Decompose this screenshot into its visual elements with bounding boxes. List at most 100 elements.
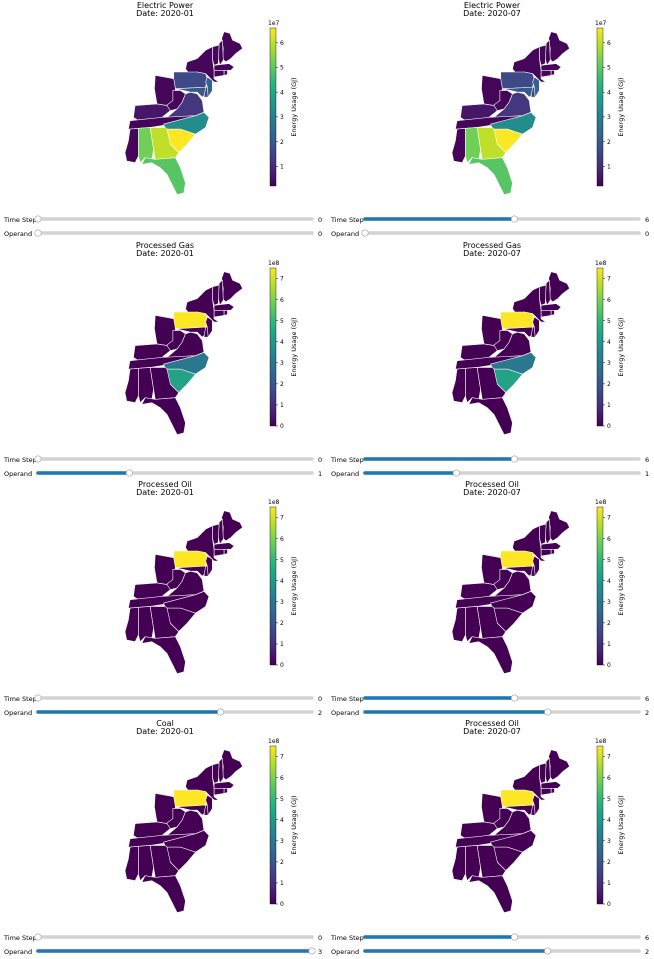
state-map — [451, 31, 570, 195]
chart-date: Date: 2020-07 — [463, 249, 521, 258]
time-step-slider-handle[interactable] — [34, 694, 42, 702]
chart-title: Coal — [156, 719, 174, 728]
operand-slider[interactable]: Operand 2 — [4, 708, 322, 717]
time-step-slider-value: 6 — [645, 216, 649, 224]
state-ky — [460, 582, 498, 601]
state-vt — [212, 523, 220, 545]
operand-slider-handle[interactable] — [544, 708, 552, 716]
state-pa — [500, 789, 535, 808]
time-step-slider-handle[interactable] — [510, 215, 518, 223]
colorbar-exponent: 1e8 — [595, 260, 607, 267]
time-step-slider-value: 0 — [318, 934, 322, 942]
operand-slider-handle[interactable] — [544, 947, 552, 955]
time-step-slider-label: Time Step — [330, 216, 364, 224]
colorbar-tick-label: 5 — [280, 796, 284, 803]
colorbar-tick-label: 2 — [607, 859, 611, 866]
colorbar-tick-label: 1 — [607, 402, 611, 409]
operand-slider[interactable]: Operand 1 — [4, 469, 322, 478]
state-ky — [133, 103, 171, 122]
operand-slider-handle[interactable] — [217, 708, 225, 716]
state-ga — [476, 127, 507, 160]
colorbar-label: Energy Usage (GJ) — [617, 556, 625, 615]
colorbar-label: Energy Usage (GJ) — [617, 795, 625, 854]
state-ct — [540, 310, 552, 318]
state-ma — [213, 781, 235, 789]
state-de — [203, 326, 209, 338]
operand-slider-handle[interactable] — [308, 947, 316, 955]
time-step-slider[interactable]: Time Step 6 — [330, 694, 649, 703]
operand-slider-label: Operand — [4, 230, 32, 238]
state-fl — [141, 875, 186, 913]
time-step-slider-handle[interactable] — [510, 933, 518, 941]
operand-slider-label: Operand — [4, 948, 32, 956]
operand-slider[interactable]: Operand 2 — [331, 708, 649, 717]
state-de — [203, 804, 209, 816]
state-pa — [500, 311, 535, 330]
time-step-slider[interactable]: Time Step 6 — [330, 933, 649, 942]
colorbar-tick-label: 5 — [280, 318, 284, 325]
colorbar-exponent: 1e8 — [595, 499, 607, 506]
state-map — [124, 749, 243, 913]
colorbar-tick-label: 6 — [607, 40, 611, 47]
state-pa — [173, 311, 208, 330]
colorbar-tick-label: 7 — [280, 515, 284, 522]
state-map — [451, 749, 570, 913]
time-step-slider-handle[interactable] — [510, 694, 518, 702]
chart-title: Processed Oil — [465, 480, 519, 489]
state-fl — [468, 397, 513, 435]
operand-slider-handle[interactable] — [34, 229, 42, 237]
operand-slider-handle[interactable] — [361, 229, 369, 237]
time-step-slider-label: Time Step — [330, 456, 364, 464]
colorbar-tick-label: 7 — [280, 754, 284, 761]
state-ga — [476, 845, 507, 878]
time-step-slider[interactable]: Time Step 0 — [3, 933, 322, 942]
time-step-slider-handle[interactable] — [34, 455, 42, 463]
time-step-slider[interactable]: Time Step 6 — [330, 455, 649, 464]
colorbar-tick-label: 1 — [280, 641, 284, 648]
colorbar-label: Energy Usage (GJ) — [617, 77, 625, 136]
colorbar-tick-label: 4 — [280, 89, 284, 96]
colorbar: 1e8 0 1 2 3 4 5 6 7 Energy Usage (GJ) — [268, 738, 298, 908]
operand-slider-value: 3 — [318, 948, 322, 956]
time-step-slider-handle[interactable] — [510, 455, 518, 463]
time-step-slider[interactable]: Time Step 6 — [330, 215, 649, 224]
state-ga — [149, 845, 180, 878]
time-step-slider[interactable]: Time Step 0 — [3, 455, 322, 464]
chart-date: Date: 2020-01 — [136, 727, 194, 736]
state-vt — [539, 44, 547, 66]
operand-slider[interactable]: Operand 2 — [331, 947, 649, 956]
operand-slider[interactable]: Operand 1 — [331, 469, 649, 478]
state-pa — [173, 550, 208, 569]
colorbar-tick-label: 6 — [607, 775, 611, 782]
colorbar-tick-label: 2 — [280, 381, 284, 388]
operand-slider-value: 2 — [645, 948, 649, 956]
operand-slider-handle[interactable] — [452, 469, 460, 477]
operand-slider[interactable]: Operand 3 — [4, 947, 322, 956]
colorbar-tick-label: 2 — [607, 139, 611, 146]
operand-slider-handle[interactable] — [125, 469, 133, 477]
state-ma — [540, 63, 562, 71]
operand-slider[interactable]: Operand 0 — [331, 229, 649, 238]
state-ct — [540, 549, 552, 557]
operand-slider[interactable]: Operand 0 — [4, 229, 322, 238]
time-step-slider[interactable]: Time Step 0 — [3, 694, 322, 703]
colorbar-tick-label: 4 — [607, 339, 611, 346]
colorbar-tick-label: 6 — [607, 536, 611, 543]
colorbar-gradient — [596, 267, 604, 427]
colorbar-tick-label: 2 — [280, 859, 284, 866]
operand-slider-value: 2 — [645, 709, 649, 717]
colorbar-label: Energy Usage (GJ) — [290, 77, 298, 136]
state-ms — [451, 127, 466, 164]
time-step-slider-value: 0 — [318, 456, 322, 464]
state-vt — [212, 44, 220, 66]
time-step-slider-handle[interactable] — [34, 933, 42, 941]
time-step-slider-handle[interactable] — [34, 215, 42, 223]
time-step-slider-label: Time Step — [3, 216, 37, 224]
colorbar-exponent: 1e8 — [268, 499, 280, 506]
time-step-slider[interactable]: Time Step 0 — [3, 215, 322, 224]
